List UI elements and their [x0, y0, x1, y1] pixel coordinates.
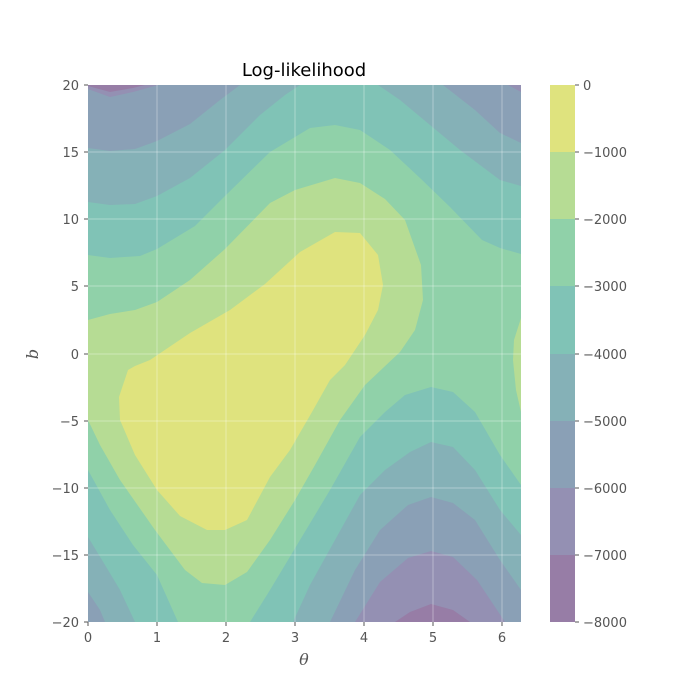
- colorbar-tick-label: −1000: [583, 146, 627, 161]
- y-tick-label: −10: [52, 482, 79, 497]
- colorbar-tick-label: −4000: [583, 348, 627, 363]
- y-tick-label: 15: [62, 146, 79, 161]
- x-tick-label: 0: [84, 631, 92, 646]
- y-axis-label: b: [23, 349, 42, 359]
- colorbar-band: [550, 354, 575, 421]
- colorbar-band: [550, 219, 575, 286]
- colorbar-tick-label: −2000: [583, 213, 627, 228]
- grid: [88, 85, 521, 622]
- y-tick-label: 5: [71, 280, 79, 295]
- colorbar-band: [550, 152, 575, 219]
- y-tick-label: 10: [62, 213, 79, 228]
- x-ticks: [87, 622, 503, 626]
- level-band--8000: [395, 604, 470, 622]
- colorbar-band: [550, 555, 575, 622]
- level-band--1000: [119, 232, 383, 530]
- level-band--8000-top: [88, 85, 145, 92]
- y-tick-label: −5: [60, 415, 79, 430]
- x-tick-label: 6: [498, 631, 506, 646]
- y-tick-label: −20: [52, 616, 79, 631]
- colorbar-tick-label: −8000: [583, 616, 627, 631]
- y-ticks: [84, 84, 88, 623]
- colorbar: 0 −1000 −2000 −3000 −4000 −5000 −6000 −7…: [550, 79, 627, 631]
- colorbar-tick-label: −5000: [583, 415, 627, 430]
- colorbar-tick-label: −6000: [583, 482, 627, 497]
- x-tick-labels: 0 1 2 3 4 5 6: [84, 631, 506, 646]
- level-band--2000-right-edge: [513, 318, 521, 412]
- y-tick-label: 20: [62, 79, 79, 94]
- x-tick-label: 3: [291, 631, 299, 646]
- x-tick-label: 1: [153, 631, 161, 646]
- contour-fills: [88, 85, 521, 622]
- colorbar-band: [550, 286, 575, 354]
- y-tick-label: −15: [52, 549, 79, 564]
- y-tick-label: 0: [71, 348, 79, 363]
- colorbar-band: [550, 421, 575, 488]
- colorbar-tick-label: −3000: [583, 280, 627, 295]
- x-tick-label: 4: [360, 631, 368, 646]
- y-tick-labels: 20 15 10 5 0 −5 −10 −15 −20: [52, 79, 79, 631]
- colorbar-tick-label: 0: [583, 79, 591, 94]
- colorbar-tick-label: −7000: [583, 549, 627, 564]
- colorbar-band: [550, 488, 575, 555]
- colorbar-band: [550, 85, 575, 152]
- x-tick-label: 2: [222, 631, 230, 646]
- x-axis-label: θ: [299, 650, 309, 669]
- x-tick-label: 5: [429, 631, 437, 646]
- chart-title: Log-likelihood: [242, 60, 366, 81]
